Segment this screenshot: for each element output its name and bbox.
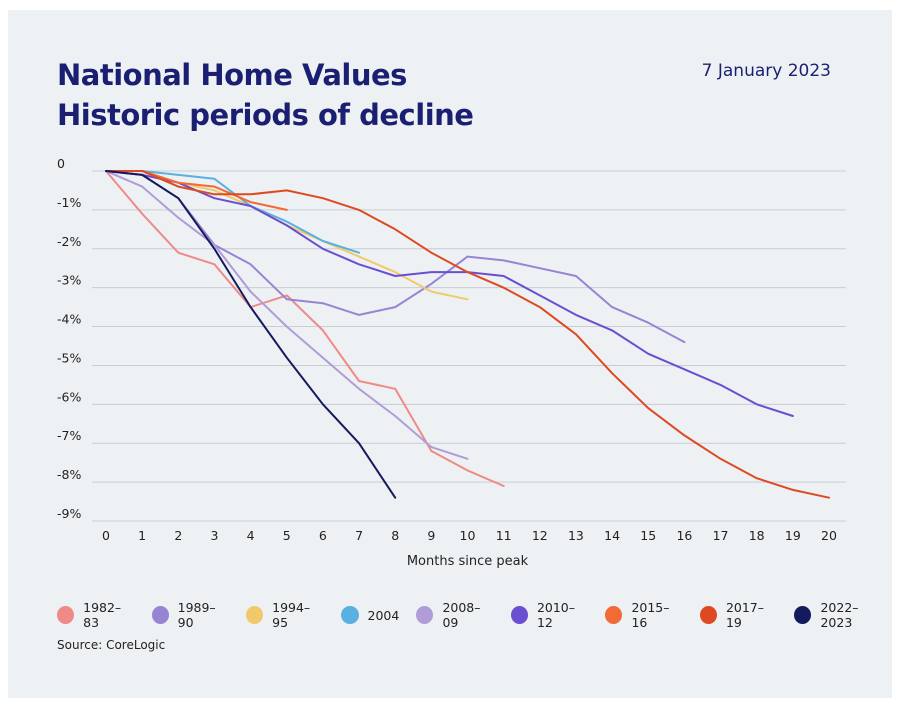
title-line-1: National Home Values [57, 58, 407, 92]
page-title: National Home Values Historic periods of… [57, 55, 474, 135]
legend-label: 2015–16 [631, 600, 670, 630]
series-line [105, 170, 686, 344]
x-tick-label: 7 [355, 528, 363, 543]
legend-item: 2022–2023 [794, 600, 887, 630]
legend-swatch [699, 606, 717, 624]
chart-card [8, 10, 892, 698]
title-line-2: Historic periods of decline [57, 98, 474, 132]
source-note: Source: CoreLogic [57, 638, 166, 652]
y-tick-label: -2% [57, 234, 81, 249]
legend-swatch [57, 606, 75, 624]
y-tick-label: -4% [57, 312, 81, 327]
y-tick-label: -3% [57, 273, 81, 288]
series-line [105, 170, 397, 499]
legend-item: 2010–12 [510, 600, 589, 630]
legend-item: 2008–09 [416, 600, 494, 630]
x-tick-label: 6 [319, 528, 327, 543]
chart-legend: 1982–83 1989–90 1994–95 2004 2008–09 2010–12 2… [57, 600, 904, 630]
x-tick-label: 16 [676, 528, 692, 543]
legend-label: 2022–2023 [820, 600, 859, 630]
legend-item: 1982–83 [57, 600, 135, 630]
x-tick-label: 12 [532, 528, 548, 543]
x-tick-label: 14 [604, 528, 620, 543]
x-tick-label: 0 [102, 528, 110, 543]
x-tick-label: 19 [785, 528, 801, 543]
x-tick-label: 20 [821, 528, 837, 543]
series-line [105, 170, 360, 254]
legend-item: 1994–95 [246, 600, 324, 630]
date-label: 7 January 2023 [701, 61, 831, 81]
series-line [105, 170, 469, 460]
legend-label: 2004 [367, 607, 400, 623]
y-tick-label: -1% [57, 195, 81, 210]
x-tick-label: 1 [138, 528, 146, 543]
series-line [105, 170, 794, 417]
legend-label: 2008–09 [442, 600, 481, 630]
legend-swatch [794, 606, 812, 624]
y-tick-label: -5% [57, 350, 81, 365]
legend-swatch [246, 606, 264, 624]
legend-label: 2010–12 [536, 600, 575, 630]
x-tick-label: 3 [210, 528, 218, 543]
y-tick-label: -7% [57, 428, 81, 443]
y-tick-label: 0 [57, 156, 65, 171]
legend-swatch [416, 606, 434, 624]
x-tick-label: 13 [568, 528, 584, 543]
legend-swatch [340, 606, 359, 624]
x-tick-label: 4 [247, 528, 255, 543]
legend-item: 1989–90 [151, 600, 230, 630]
x-axis-label: Months since peak [407, 554, 529, 569]
legend-item: 2004 [340, 606, 400, 624]
legend-label: 1982–83 [83, 600, 122, 630]
x-tick-label: 8 [391, 528, 399, 543]
legend-label: 1989–90 [177, 600, 216, 630]
x-tick-label: 11 [496, 528, 512, 543]
y-tick-label: -6% [57, 389, 81, 404]
x-tick-label: 17 [713, 528, 729, 543]
series-line [105, 170, 505, 487]
legend-swatch [510, 606, 528, 624]
legend-swatch [605, 606, 623, 624]
y-tick-label: -8% [57, 467, 81, 482]
series-line [105, 170, 830, 499]
x-tick-label: 5 [283, 528, 291, 543]
x-tick-label: 9 [427, 528, 435, 543]
legend-item: 2017–19 [699, 600, 778, 630]
x-tick-label: 2 [174, 528, 182, 543]
x-tick-label: 15 [640, 528, 656, 543]
x-tick-label: 18 [749, 528, 765, 543]
legend-label: 2017–19 [725, 600, 764, 630]
y-tick-label: -9% [57, 506, 81, 521]
legend-item: 2015–16 [605, 600, 683, 630]
x-tick-label: 10 [460, 528, 476, 543]
legend-label: 1994–95 [272, 600, 311, 630]
legend-swatch [151, 606, 169, 624]
